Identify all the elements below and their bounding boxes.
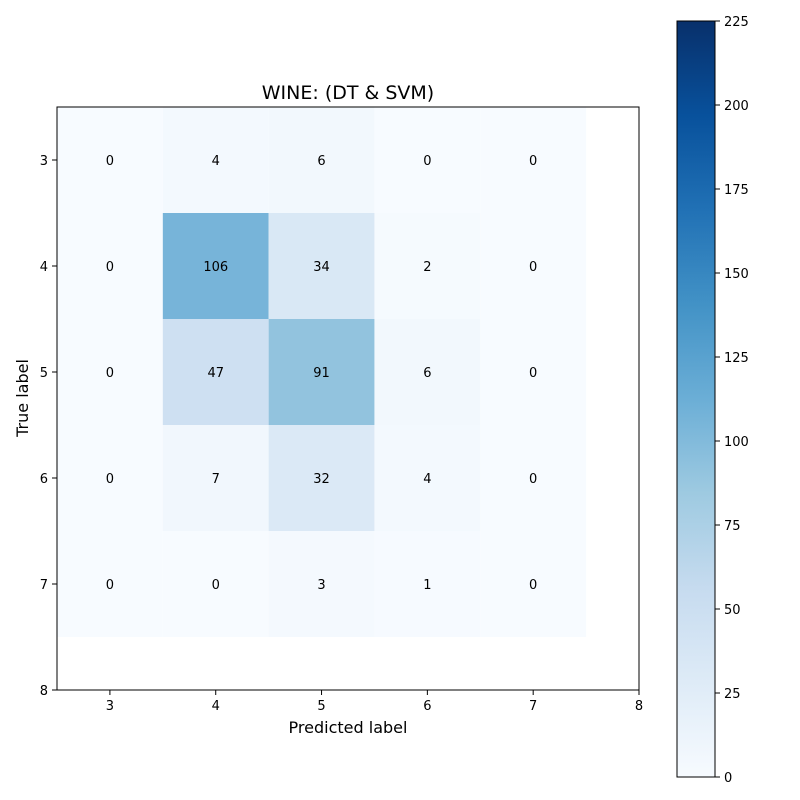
colorbar-tick-label: 75 bbox=[724, 519, 741, 534]
colorbar-tick-label: 175 bbox=[724, 183, 749, 198]
heatmap-cell bbox=[268, 107, 375, 213]
heatmap-cell bbox=[57, 531, 163, 637]
colorbar-tick-label: 0 bbox=[724, 771, 732, 786]
heatmap-cell bbox=[480, 425, 587, 531]
heatmap-cell bbox=[374, 213, 481, 319]
colorbar-tick-label: 225 bbox=[724, 15, 749, 30]
heatmap-cell bbox=[162, 319, 269, 425]
cell-value-label: 0 bbox=[529, 366, 537, 381]
y-tick-label: 4 bbox=[40, 260, 48, 275]
heatmap-cell bbox=[57, 319, 163, 425]
heatmap-cell bbox=[374, 531, 481, 637]
cell-value-label: 0 bbox=[106, 472, 114, 487]
cell-value-label: 3 bbox=[317, 578, 325, 593]
heatmap-cell bbox=[57, 213, 163, 319]
cell-value-label: 1 bbox=[423, 578, 431, 593]
cell-value-label: 0 bbox=[106, 366, 114, 381]
heatmap-cell bbox=[374, 425, 481, 531]
y-tick-label: 8 bbox=[40, 684, 48, 699]
cell-value-label: 0 bbox=[106, 260, 114, 275]
cell-value-label: 0 bbox=[529, 578, 537, 593]
y-tick-label: 5 bbox=[40, 366, 48, 381]
heatmap-cell bbox=[268, 319, 375, 425]
heatmap-cell bbox=[162, 107, 269, 213]
x-tick-label: 7 bbox=[529, 699, 537, 714]
cell-value-label: 47 bbox=[207, 366, 224, 381]
colorbar-tick-label: 100 bbox=[724, 435, 749, 450]
y-tick-label: 3 bbox=[40, 154, 48, 169]
cell-value-label: 0 bbox=[106, 578, 114, 593]
cell-value-label: 4 bbox=[423, 472, 431, 487]
heatmap-cell bbox=[480, 319, 587, 425]
cell-value-label: 34 bbox=[313, 260, 330, 275]
y-tick-label: 6 bbox=[40, 472, 48, 487]
heatmap-cell bbox=[374, 107, 481, 213]
colorbar-tick-label: 200 bbox=[724, 99, 749, 114]
x-tick-label: 8 bbox=[635, 699, 643, 714]
colorbar bbox=[676, 20, 716, 778]
cell-value-label: 106 bbox=[203, 260, 228, 275]
chart-title: WINE: (DT & SVM) bbox=[262, 82, 434, 104]
heatmap-cell bbox=[162, 531, 269, 637]
colorbar-ticks: 0 25 50 75 100 125 150 175 200 225 bbox=[715, 15, 749, 786]
cell-value-label: 0 bbox=[529, 260, 537, 275]
heatmap-cells: 0 4 6 0 0 0 106 34 2 0 0 47 91 6 0 0 7 32 4 0 0 0 3 1 0 bbox=[57, 107, 587, 637]
y-axis-label: True label bbox=[13, 359, 32, 438]
x-tick-label: 4 bbox=[212, 699, 220, 714]
x-tick-label: 5 bbox=[317, 699, 325, 714]
heatmap-cell bbox=[162, 425, 269, 531]
cell-value-label: 6 bbox=[317, 154, 325, 169]
heatmap-cell bbox=[480, 531, 587, 637]
heatmap-cell bbox=[162, 213, 269, 319]
cell-value-label: 0 bbox=[212, 578, 220, 593]
cell-value-label: 32 bbox=[313, 472, 330, 487]
cell-value-label: 0 bbox=[106, 154, 114, 169]
colorbar-tick-label: 25 bbox=[724, 687, 741, 702]
cell-value-label: 4 bbox=[212, 154, 220, 169]
cell-value-label: 0 bbox=[423, 154, 431, 169]
heatmap-cell bbox=[268, 425, 375, 531]
colorbar-tick-label: 125 bbox=[724, 351, 749, 366]
colorbar-tick-label: 150 bbox=[724, 267, 749, 282]
x-tick-label: 6 bbox=[423, 699, 431, 714]
cell-value-label: 0 bbox=[529, 154, 537, 169]
heatmap-cell bbox=[480, 107, 587, 213]
cell-value-label: 7 bbox=[212, 472, 220, 487]
x-tick-label: 3 bbox=[106, 699, 114, 714]
x-axis-ticks: 3 4 5 6 7 8 bbox=[106, 690, 643, 714]
heatmap-cell bbox=[268, 213, 375, 319]
heatmap-cell bbox=[480, 213, 587, 319]
cell-value-label: 0 bbox=[529, 472, 537, 487]
plot-frame bbox=[56, 106, 640, 691]
colorbar-tick-label: 50 bbox=[724, 603, 741, 618]
cell-value-label: 6 bbox=[423, 366, 431, 381]
cell-value-label: 2 bbox=[423, 260, 431, 275]
y-axis-ticks: 3 4 5 6 7 8 bbox=[40, 154, 57, 699]
y-tick-label: 7 bbox=[40, 578, 48, 593]
heatmap-cell bbox=[268, 531, 375, 637]
heatmap-cell bbox=[57, 425, 163, 531]
x-axis-label: Predicted label bbox=[289, 718, 408, 737]
cell-value-label: 91 bbox=[313, 366, 330, 381]
heatmap-cell bbox=[57, 107, 163, 213]
heatmap-cell bbox=[374, 319, 481, 425]
